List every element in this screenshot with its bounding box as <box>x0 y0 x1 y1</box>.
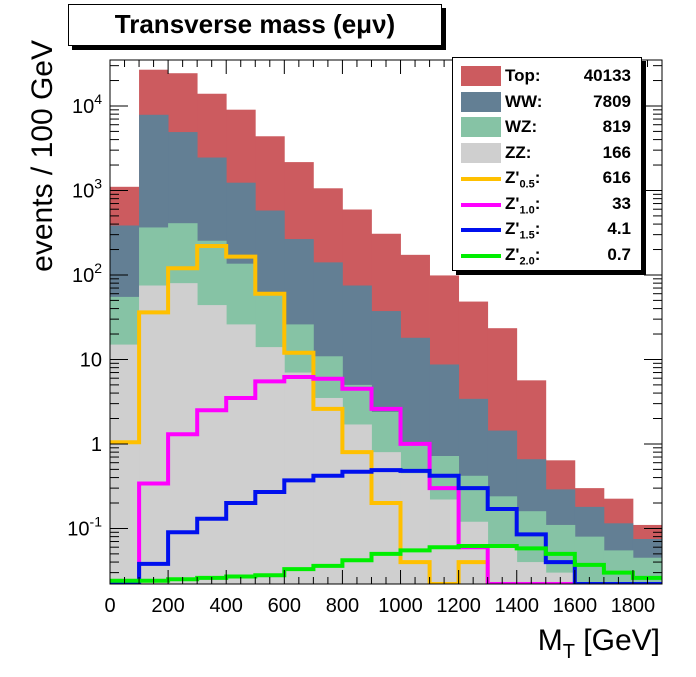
legend-entry: Top: 40133 <box>453 64 641 90</box>
legend-label: ZZ: <box>505 142 532 162</box>
x-tick-label: 0 <box>104 595 115 617</box>
legend-count: 819 <box>602 117 631 136</box>
legend-swatch <box>461 142 501 163</box>
legend-label: Z'0.5: <box>505 168 541 191</box>
legend-entry: Z'1.0: 33 <box>453 192 641 218</box>
x-tick-label: 400 <box>210 595 243 617</box>
y-axis-label: events / 100 GeV <box>26 40 59 272</box>
x-tick-label: 1800 <box>611 595 656 617</box>
bar-zz-bin-1 <box>139 285 169 584</box>
bar-zz-bin-12 <box>458 521 489 584</box>
x-tick-label: 1000 <box>378 595 423 617</box>
x-tick-label: 200 <box>151 595 184 617</box>
legend-count: 616 <box>602 168 631 187</box>
bar-zz-bin-14 <box>516 562 547 584</box>
bar-zz-bin-10 <box>400 473 430 584</box>
legend-count: 4.1 <box>607 219 631 238</box>
legend-count: 40133 <box>583 66 631 85</box>
y-tick-label: 1 <box>91 434 102 456</box>
bar-zz-bin-6 <box>284 372 314 584</box>
y-tick-label: 10-1 <box>67 513 102 540</box>
legend-swatch <box>461 66 501 86</box>
x-tick-label: 800 <box>326 595 359 617</box>
bar-zz-bin-7 <box>313 397 343 584</box>
y-tick-label: 104 <box>72 91 102 118</box>
legend-entry: WW: 7809 <box>453 90 641 116</box>
bar-wz-bin-16 <box>574 536 605 584</box>
legend-swatch <box>461 202 501 207</box>
legend-entry: Z'2.0: 0.7 <box>453 243 641 269</box>
signal-line-z-2-0 <box>110 544 662 583</box>
legend-count: 7809 <box>593 91 631 111</box>
legend-label: Z'2.0: <box>505 244 541 267</box>
bar-zz-bin-9 <box>371 452 401 584</box>
bar-zz-bin-3 <box>197 305 227 584</box>
legend-label: Z'1.0: <box>505 193 541 216</box>
signal-line-z-1-5 <box>110 468 662 584</box>
x-tick-label: 600 <box>268 595 301 617</box>
y-tick-label: 10 <box>80 349 102 371</box>
legend-count: 0.7 <box>607 244 631 264</box>
x-tick-label: 1600 <box>553 595 598 617</box>
x-tick-label: 1400 <box>494 595 539 617</box>
x-tick-label: 1200 <box>436 595 481 617</box>
legend-count: 33 <box>612 193 631 213</box>
x-axis-label: MT [GeV] <box>538 624 660 663</box>
legend-swatch <box>461 228 501 232</box>
legend-swatch <box>461 117 501 137</box>
bar-zz-bin-11 <box>429 499 460 584</box>
chart-title: Transverse mass (eμν) <box>114 9 396 39</box>
legend-label: Z'1.5: <box>505 219 541 242</box>
legend-entry: ZZ: 166 <box>453 141 641 167</box>
y-tick-label: 103 <box>72 175 102 202</box>
bar-zz-bin-0 <box>110 344 140 584</box>
bar-zz-bin-4 <box>226 324 256 584</box>
plot-area <box>110 69 662 584</box>
legend-label: WW: <box>505 91 543 111</box>
signal-line-z-0-5 <box>110 244 662 584</box>
legend-count: 166 <box>602 142 631 162</box>
y-tick-label: 102 <box>72 260 102 287</box>
legend-swatch <box>461 91 501 112</box>
legend-label: WZ: <box>505 117 538 136</box>
legend-entry: Z'0.5: 616 <box>453 166 641 192</box>
bar-zz-bin-5 <box>255 347 285 584</box>
legend-entry: WZ: 819 <box>453 115 641 141</box>
legend-label: Top: <box>505 66 541 85</box>
legend: Top: 40133 WW: 7809 WZ: 819 ZZ: 166 Z'0.5: 616 Z'1… <box>452 57 642 271</box>
legend-swatch <box>461 177 501 181</box>
legend-swatch <box>461 253 501 258</box>
chart-title-box: Transverse mass (eμν) <box>68 4 442 46</box>
legend-entry: Z'1.5: 4.1 <box>453 217 641 243</box>
signal-line-z-1-0 <box>110 375 662 584</box>
